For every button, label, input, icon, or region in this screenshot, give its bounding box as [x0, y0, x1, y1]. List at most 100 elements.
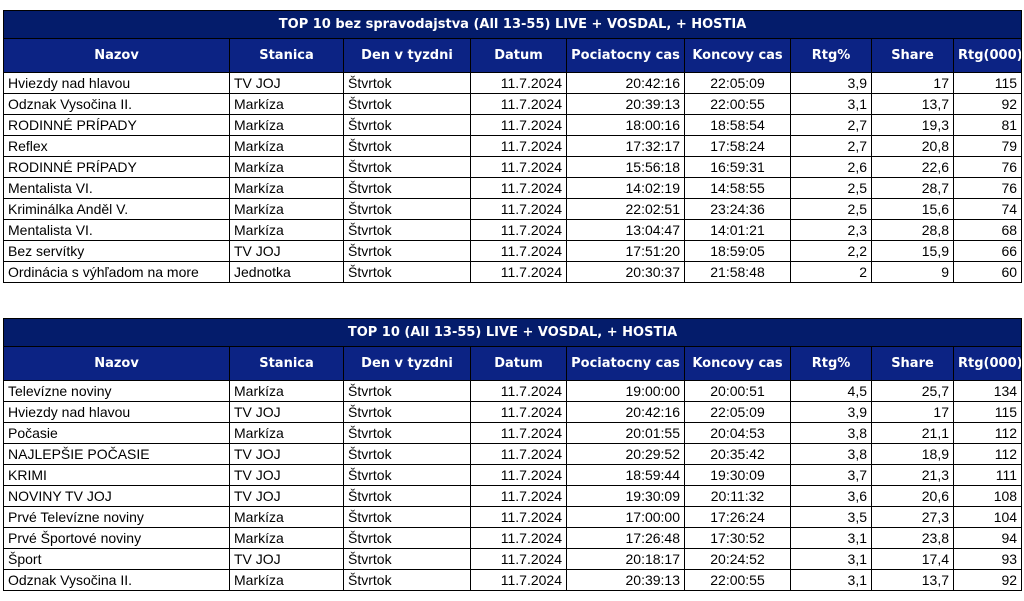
- cell-share: 17,4: [871, 548, 954, 570]
- cell-share: 22,6: [871, 156, 954, 178]
- col-header-share: Share: [871, 346, 954, 381]
- cell-share: 20,6: [871, 485, 954, 507]
- table-row: Mentalista VI. Markíza Štvrtok 11.7.2024 13:…: [3, 219, 1023, 241]
- cell-pociatocny-cas: 17:26:48: [566, 527, 685, 549]
- col-header-rtg-pct: Rtg%: [790, 38, 872, 73]
- cell-datum: 11.7.2024: [470, 506, 567, 528]
- cell-koncovy-cas: 19:30:09: [684, 464, 791, 486]
- cell-nazov: Reflex: [3, 135, 230, 157]
- cell-pociatocny-cas: 22:02:51: [566, 198, 685, 220]
- cell-share: 28,8: [871, 219, 954, 241]
- cell-den: Štvrtok: [343, 506, 471, 528]
- cell-datum: 11.7.2024: [470, 527, 567, 549]
- cell-den: Štvrtok: [343, 177, 471, 199]
- cell-den: Štvrtok: [343, 261, 471, 283]
- cell-stanica: Markíza: [229, 380, 344, 402]
- cell-rtg-000: 94: [952, 527, 1023, 549]
- cell-koncovy-cas: 14:01:21: [684, 219, 791, 241]
- cell-nazov: Šport: [3, 548, 230, 570]
- cell-stanica: TV JOJ: [229, 485, 344, 507]
- cell-rtg-pct: 2,5: [790, 177, 872, 199]
- cell-pociatocny-cas: 20:30:37: [566, 261, 685, 283]
- cell-datum: 11.7.2024: [470, 380, 567, 402]
- cell-rtg-000: 104: [952, 506, 1023, 528]
- cell-pociatocny-cas: 20:29:52: [566, 443, 685, 465]
- cell-den: Štvrtok: [343, 156, 471, 178]
- cell-stanica: TV JOJ: [229, 548, 344, 570]
- cell-rtg-pct: 3,8: [790, 422, 872, 444]
- cell-rtg-pct: 3,5: [790, 506, 872, 528]
- cell-rtg-000: 76: [952, 177, 1023, 199]
- cell-stanica: TV JOJ: [229, 443, 344, 465]
- cell-stanica: Markíza: [229, 93, 344, 115]
- cell-rtg-000: 92: [952, 569, 1023, 591]
- cell-den: Štvrtok: [343, 72, 471, 94]
- cell-share: 17: [871, 72, 954, 94]
- cell-stanica: Markíza: [229, 569, 344, 591]
- table-body: Televízne noviny Markíza Štvrtok 11.7.2024 1…: [3, 380, 1023, 591]
- cell-koncovy-cas: 18:58:54: [684, 114, 791, 136]
- cell-rtg-pct: 4,5: [790, 380, 872, 402]
- table-title: TOP 10 (All 13-55) LIVE + VOSDAL, + HOST…: [2, 318, 1023, 347]
- cell-rtg-pct: 3,1: [790, 548, 872, 570]
- cell-datum: 11.7.2024: [470, 219, 567, 241]
- col-header-den: Den v tyzdni: [343, 346, 471, 381]
- cell-pociatocny-cas: 20:42:16: [566, 72, 685, 94]
- cell-rtg-pct: 3,1: [790, 527, 872, 549]
- cell-koncovy-cas: 20:00:51: [684, 380, 791, 402]
- cell-datum: 11.7.2024: [470, 443, 567, 465]
- cell-rtg-000: 68: [952, 219, 1023, 241]
- cell-rtg-000: 134: [952, 380, 1023, 402]
- col-header-stanica: Stanica: [229, 38, 344, 73]
- cell-nazov: Prvé Športové noviny: [3, 527, 230, 549]
- cell-pociatocny-cas: 13:04:47: [566, 219, 685, 241]
- cell-den: Štvrtok: [343, 93, 471, 115]
- table-row: Ordinácia s výhľadom na more Jednotka Štvr…: [3, 261, 1023, 283]
- cell-den: Štvrtok: [343, 380, 471, 402]
- cell-datum: 11.7.2024: [470, 114, 567, 136]
- cell-pociatocny-cas: 20:39:13: [566, 569, 685, 591]
- cell-pociatocny-cas: 19:00:00: [566, 380, 685, 402]
- cell-share: 18,9: [871, 443, 954, 465]
- cell-nazov: Mentalista VI.: [3, 177, 230, 199]
- cell-rtg-pct: 3,1: [790, 93, 872, 115]
- cell-koncovy-cas: 22:00:55: [684, 93, 791, 115]
- cell-rtg-000: 115: [952, 401, 1023, 423]
- cell-nazov: Televízne noviny: [3, 380, 230, 402]
- cell-stanica: Markíza: [229, 506, 344, 528]
- cell-datum: 11.7.2024: [470, 422, 567, 444]
- cell-rtg-pct: 2,5: [790, 198, 872, 220]
- table-row: KRIMI TV JOJ Štvrtok 11.7.2024 18:59:44 19:30…: [3, 464, 1023, 486]
- table-row: Šport TV JOJ Štvrtok 11.7.2024 20:18:17 20:24…: [3, 548, 1023, 570]
- cell-pociatocny-cas: 20:01:55: [566, 422, 685, 444]
- cell-nazov: RODINNÉ PRÍPADY: [3, 156, 230, 178]
- cell-datum: 11.7.2024: [470, 464, 567, 486]
- top10-no-news-table: TOP 10 bez spravodajstva (All 13-55) LIV…: [2, 10, 1023, 283]
- cell-koncovy-cas: 21:58:48: [684, 261, 791, 283]
- cell-nazov: Hviezdy nad hlavou: [3, 72, 230, 94]
- cell-stanica: Jednotka: [229, 261, 344, 283]
- cell-stanica: Markíza: [229, 219, 344, 241]
- cell-rtg-000: 92: [952, 93, 1023, 115]
- cell-den: Štvrtok: [343, 569, 471, 591]
- cell-koncovy-cas: 20:11:32: [684, 485, 791, 507]
- cell-stanica: TV JOJ: [229, 401, 344, 423]
- cell-share: 19,3: [871, 114, 954, 136]
- cell-koncovy-cas: 20:04:53: [684, 422, 791, 444]
- cell-rtg-000: 115: [952, 72, 1023, 94]
- cell-koncovy-cas: 20:24:52: [684, 548, 791, 570]
- cell-den: Štvrtok: [343, 443, 471, 465]
- cell-rtg-pct: 2,7: [790, 135, 872, 157]
- cell-koncovy-cas: 22:00:55: [684, 569, 791, 591]
- col-header-nazov: Nazov: [3, 346, 230, 381]
- cell-stanica: TV JOJ: [229, 240, 344, 262]
- cell-rtg-pct: 3,8: [790, 443, 872, 465]
- cell-rtg-000: 60: [952, 261, 1023, 283]
- cell-share: 23,8: [871, 527, 954, 549]
- cell-nazov: Mentalista VI.: [3, 219, 230, 241]
- cell-datum: 11.7.2024: [470, 548, 567, 570]
- cell-koncovy-cas: 17:58:24: [684, 135, 791, 157]
- cell-nazov: Počasie: [3, 422, 230, 444]
- cell-datum: 11.7.2024: [470, 198, 567, 220]
- cell-share: 20,8: [871, 135, 954, 157]
